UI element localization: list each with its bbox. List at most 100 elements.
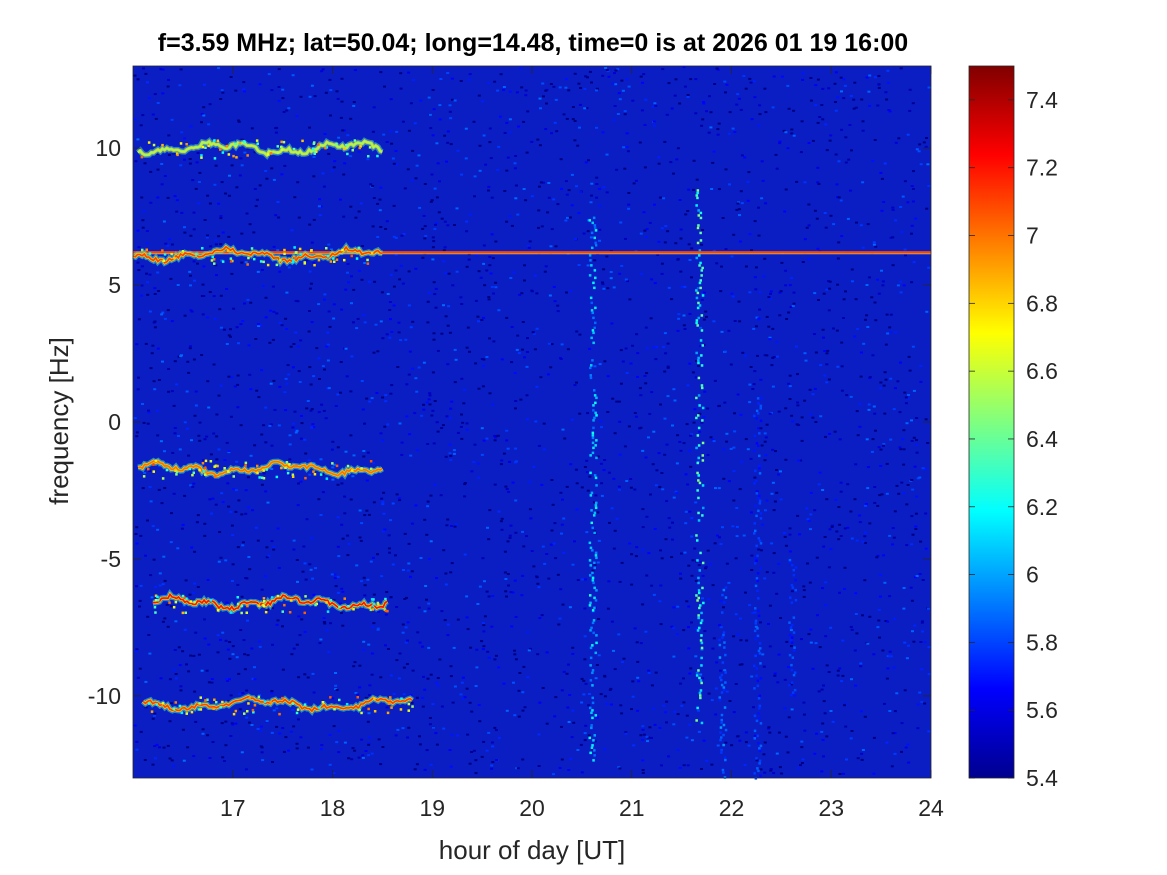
noise-speck — [568, 216, 572, 219]
noise-speck — [503, 550, 507, 553]
noise-speck — [521, 348, 524, 351]
noise-speck — [825, 352, 829, 355]
noise-speck — [911, 187, 915, 190]
noise-speck — [422, 214, 426, 217]
noise-speck — [470, 751, 474, 753]
noise-speck — [598, 228, 602, 231]
noise-speck — [785, 640, 789, 643]
noise-speck — [292, 548, 296, 551]
noise-speck — [318, 214, 322, 217]
noise-speck — [296, 580, 299, 583]
noise-speck — [701, 574, 705, 577]
noise-speck — [750, 554, 754, 557]
noise-speck — [688, 312, 692, 315]
noise-speck — [586, 489, 590, 492]
noise-speck — [319, 514, 323, 516]
noise-speck — [864, 318, 867, 321]
noise-speck — [251, 677, 255, 680]
noise-speck — [210, 681, 214, 684]
noise-speck — [844, 725, 848, 728]
noise-speck — [817, 183, 821, 185]
noise-speck — [702, 101, 706, 103]
noise-speck — [277, 99, 281, 102]
noise-speck — [161, 620, 165, 623]
noise-speck — [439, 494, 443, 497]
noise-speck — [503, 571, 507, 574]
noise-speck — [788, 374, 792, 377]
noise-speck — [892, 408, 896, 411]
noise-speck — [482, 624, 486, 627]
noise-speck — [596, 561, 600, 564]
noise-speck — [183, 137, 187, 140]
noise-speck — [907, 394, 910, 396]
noise-speck — [161, 360, 164, 363]
noise-speck — [239, 424, 243, 427]
colorbar-tick: 7.2 — [969, 155, 1058, 181]
noise-speck — [685, 423, 689, 426]
noise-speck — [760, 160, 764, 163]
noise-speck — [775, 355, 779, 358]
x-tick: 19 — [419, 66, 445, 821]
noise-speck — [605, 191, 609, 194]
noise-speck — [498, 115, 502, 118]
noise-speck — [433, 187, 437, 190]
noise-speck — [790, 708, 794, 711]
noise-speck — [344, 450, 348, 453]
noise-speck — [750, 249, 753, 252]
noise-speck — [576, 749, 580, 751]
noise-speck — [586, 76, 589, 79]
noise-speck — [891, 236, 895, 239]
trace — [141, 693, 415, 717]
noise-speck — [137, 269, 141, 271]
noise-speck — [789, 629, 793, 632]
noise-speck — [672, 606, 676, 609]
noise-speck — [442, 260, 446, 263]
noise-speck — [494, 654, 498, 657]
noise-speck — [321, 365, 325, 368]
noise-speck — [727, 480, 731, 483]
noise-speck — [322, 409, 326, 412]
noise-speck — [339, 116, 343, 119]
noise-speck — [327, 243, 331, 246]
noise-speck — [799, 151, 803, 154]
noise-speck — [872, 736, 876, 739]
noise-speck — [153, 712, 157, 715]
noise-speck — [584, 578, 587, 581]
noise-speck — [327, 651, 331, 654]
noise-speck — [161, 68, 165, 71]
noise-speck — [451, 284, 455, 287]
noise-speck — [207, 123, 211, 126]
noise-speck — [582, 232, 586, 235]
noise-speck — [754, 625, 758, 628]
chart-title: f=3.59 MHz; lat=50.04; long=14.48, time=… — [158, 29, 908, 57]
noise-speck — [220, 259, 224, 262]
noise-speck — [620, 79, 624, 82]
noise-speck — [883, 412, 887, 415]
noise-speck — [834, 109, 838, 112]
noise-speck — [395, 130, 399, 133]
noise-speck — [736, 202, 740, 205]
noise-speck — [532, 565, 536, 568]
noise-speck — [765, 571, 769, 574]
noise-speck — [234, 89, 238, 92]
noise-speck — [225, 441, 229, 444]
noise-speck — [508, 131, 512, 134]
noise-speck — [673, 399, 677, 402]
noise-speck — [535, 327, 539, 330]
noise-speck — [712, 320, 716, 323]
noise-speck — [156, 528, 160, 531]
noise-speck — [783, 707, 787, 710]
noise-speck — [193, 414, 197, 417]
noise-speck — [668, 526, 672, 529]
noise-speck — [487, 189, 490, 192]
noise-speck — [337, 136, 341, 139]
noise-speck — [295, 429, 299, 432]
noise-speck — [194, 404, 198, 407]
noise-speck — [431, 258, 435, 261]
noise-speck — [744, 438, 748, 441]
noise-speck — [508, 215, 512, 218]
noise-speck — [482, 364, 485, 367]
noise-speck — [583, 107, 587, 110]
noise-speck — [500, 528, 504, 531]
